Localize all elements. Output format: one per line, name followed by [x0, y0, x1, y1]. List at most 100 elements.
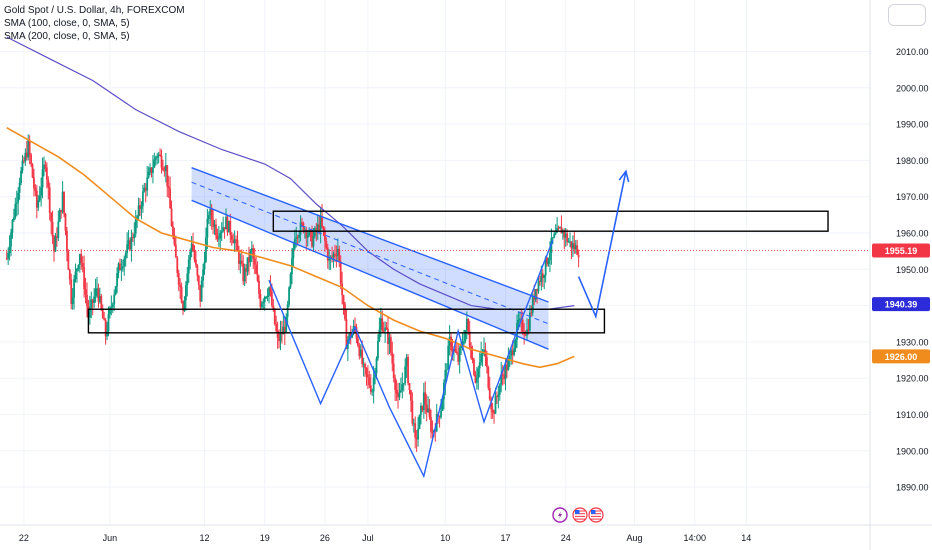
candle-body: [276, 330, 279, 338]
candle-body: [66, 230, 68, 252]
candle-body: [38, 195, 41, 201]
candle-body: [140, 206, 143, 209]
price-label-text: 1955.19: [885, 246, 918, 256]
candle-body: [404, 366, 407, 384]
candle-body: [306, 235, 309, 238]
candle-body: [93, 296, 96, 303]
candle-body: [143, 187, 146, 192]
candle-body: [389, 337, 392, 353]
candle-body: [44, 164, 47, 168]
candle-body: [146, 177, 149, 191]
sma100-label[interactable]: SMA (100, close, 0, SMA, 5): [4, 18, 130, 29]
channel-fill: [191, 167, 549, 350]
candle-body: [415, 437, 418, 440]
candle-body: [422, 392, 425, 410]
candle-body: [163, 170, 166, 172]
candle-body: [222, 227, 225, 232]
candle-body: [521, 319, 524, 332]
chart-legend: Gold Spot / U.S. Dollar, 4h, FOREXCOM SM…: [4, 4, 185, 43]
candle-body: [96, 288, 98, 290]
sma100-line: [6, 127, 575, 369]
candle-body: [172, 226, 174, 236]
candle-body: [189, 251, 192, 260]
candle-body: [53, 236, 55, 252]
candle-body: [187, 259, 190, 274]
channel-lower-line: [191, 199, 549, 350]
y-tick-label: 1960.00: [896, 229, 929, 239]
candle-body: [86, 294, 88, 307]
candle-body: [534, 289, 537, 300]
candle-body: [263, 297, 266, 302]
candle-body: [21, 160, 24, 171]
candle-body: [328, 259, 331, 261]
candle-body: [391, 352, 394, 364]
candle-body: [113, 294, 116, 305]
time-axis[interactable]: 22 Jun 12 19 26 Jul 10 17 24 Aug 14:00 14: [0, 524, 932, 543]
flag-canton: [591, 510, 596, 514]
candle-body: [123, 258, 126, 267]
price-axis[interactable]: 1890.00 1900.00 1910.00 1920.00 1930.00 1940.…: [869, 0, 930, 550]
candle-body: [246, 257, 249, 272]
candle-body: [232, 239, 235, 244]
x-tick-label: 24: [561, 533, 571, 543]
price-label-text: 1940.39: [885, 300, 918, 310]
candle-body: [166, 165, 169, 187]
candle-body: [417, 428, 419, 440]
candle-body: [551, 237, 554, 239]
candle-body: [316, 224, 319, 232]
candle-body: [382, 330, 385, 332]
candle-body: [30, 154, 32, 165]
event-markers[interactable]: [552, 507, 604, 523]
candle-body: [342, 295, 345, 305]
symbol-title[interactable]: Gold Spot / U.S. Dollar, 4h, FOREXCOM: [4, 5, 185, 16]
candle-body: [196, 265, 199, 276]
candle-body: [289, 274, 292, 288]
candle-body: [220, 231, 223, 234]
candle-body: [344, 304, 346, 320]
candle-body: [498, 384, 501, 395]
y-tick-label: 2010.00: [896, 47, 929, 57]
candle-body: [465, 318, 468, 331]
candle-body: [514, 339, 517, 349]
candle-body: [318, 224, 321, 231]
candle-body: [567, 241, 570, 243]
candle-body: [162, 167, 164, 171]
candle-body: [225, 216, 227, 230]
candle-body: [477, 368, 480, 378]
candle-body: [233, 239, 236, 244]
annotations-back: [191, 167, 549, 350]
annotations: [87, 167, 829, 479]
candle-body: [418, 414, 421, 429]
forecast-arrowhead: [618, 169, 630, 183]
candle-body: [252, 248, 255, 259]
candle-body: [8, 246, 11, 254]
candle-body: [230, 235, 233, 240]
candle-body: [463, 341, 465, 344]
candle-body: [421, 405, 424, 410]
candle-body: [322, 226, 325, 232]
candle-body: [392, 363, 395, 378]
candle-body: [438, 416, 441, 418]
y-tick-label: 1910.00: [896, 410, 929, 420]
candle-body: [569, 241, 571, 243]
candle-body: [243, 268, 246, 282]
candle-body: [242, 263, 245, 282]
lightning-bolt: [558, 511, 562, 519]
candle-body: [70, 279, 73, 305]
candle-body: [324, 231, 326, 241]
candle-body: [15, 202, 18, 204]
candle-body: [258, 280, 260, 294]
candle-body: [457, 353, 460, 362]
candle-body: [176, 257, 179, 273]
candle-body: [503, 375, 505, 380]
chart-menu-button[interactable]: [888, 4, 926, 26]
candle-body: [434, 430, 437, 432]
sma200-label[interactable]: SMA (200, close, 0, SMA, 5): [4, 31, 130, 42]
candle-body: [510, 350, 513, 356]
candle-body: [200, 280, 203, 302]
candle-body: [184, 285, 187, 301]
candle-body: [18, 183, 21, 193]
candle-body: [487, 367, 490, 388]
candle-body: [107, 314, 110, 332]
